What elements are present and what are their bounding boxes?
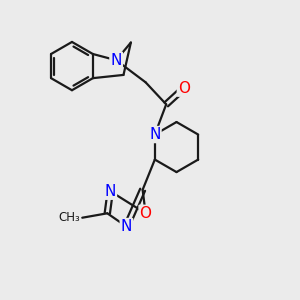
Text: N: N bbox=[121, 219, 132, 234]
Text: O: O bbox=[178, 81, 190, 96]
Text: N: N bbox=[110, 53, 122, 68]
Text: N: N bbox=[105, 184, 116, 199]
Text: N: N bbox=[149, 127, 160, 142]
Text: CH₃: CH₃ bbox=[58, 211, 80, 224]
Text: O: O bbox=[140, 206, 152, 221]
